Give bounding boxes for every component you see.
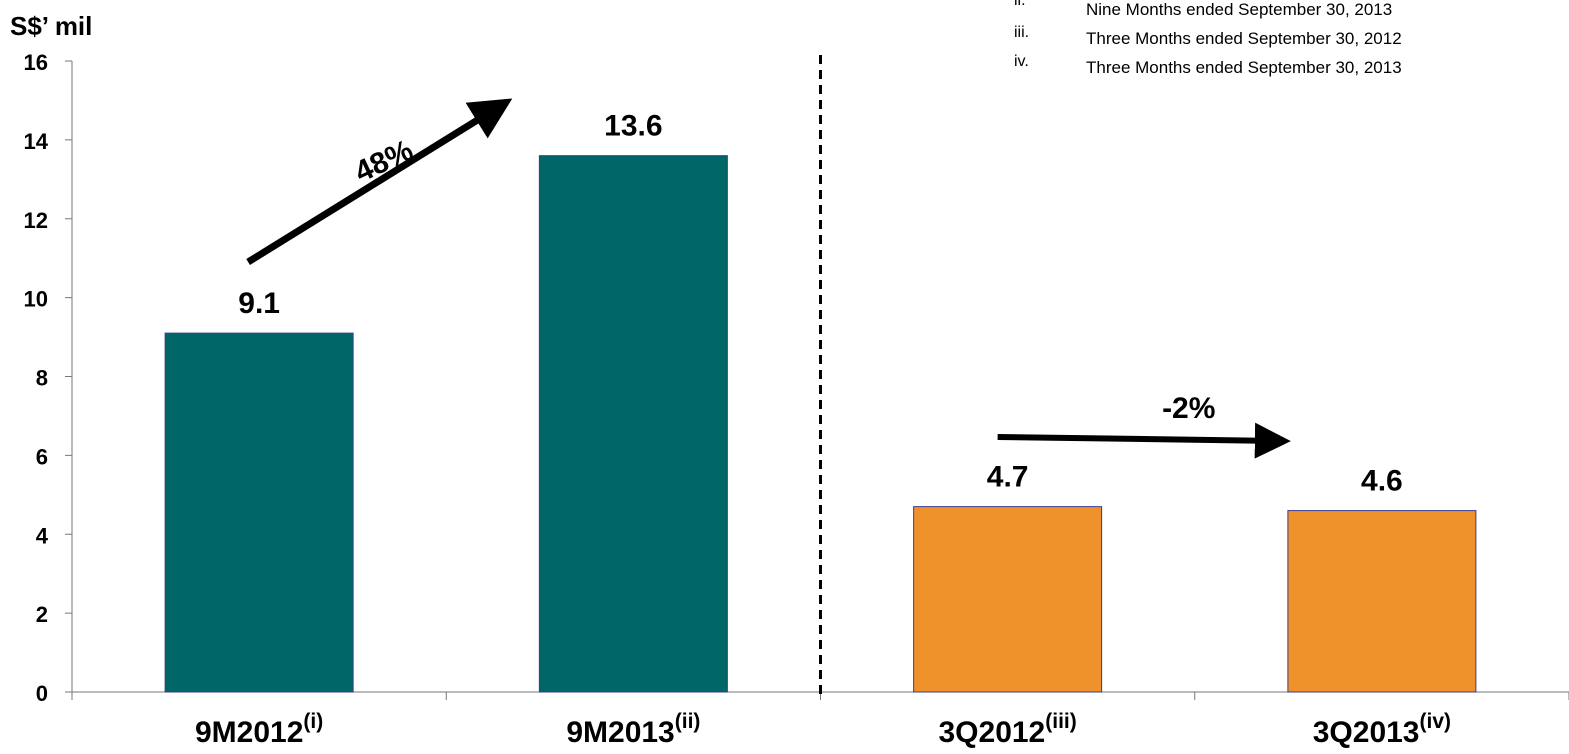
y-tick-label: 12 xyxy=(24,208,48,233)
data-label: 4.7 xyxy=(987,461,1029,494)
change-annotation: -2% xyxy=(1162,392,1215,425)
y-tick-label: 8 xyxy=(36,366,48,391)
y-tick-label: 0 xyxy=(36,681,48,706)
bar xyxy=(1287,510,1477,693)
data-label: 9.1 xyxy=(238,287,280,320)
bar xyxy=(538,155,728,693)
x-tick-label: 3Q2012(iii) xyxy=(938,710,1076,749)
change-arrow xyxy=(997,422,1291,459)
legend-text: Three Months ended September 30, 2012 xyxy=(1086,29,1402,48)
x-tick-label: 9M2012(i) xyxy=(195,710,323,749)
y-tick-label: 14 xyxy=(24,129,49,154)
bar xyxy=(164,332,354,693)
data-label: 4.6 xyxy=(1361,465,1403,498)
y-axis-label: S$’ mil xyxy=(10,11,92,41)
legend-number: iv. xyxy=(1014,53,1029,70)
y-tick-label: 2 xyxy=(36,602,48,627)
bar xyxy=(913,506,1103,693)
data-label: 13.6 xyxy=(604,110,662,143)
legend-number: ii. xyxy=(1014,0,1026,9)
y-tick-label: 6 xyxy=(36,444,48,469)
legend-text: Nine Months ended September 30, 2013 xyxy=(1086,0,1393,19)
y-tick-label: 4 xyxy=(36,523,49,548)
footnote-legend: ii. Nine Months ended September 30, 2013… xyxy=(1014,0,1569,90)
x-tick-label: 3Q2013(iv) xyxy=(1313,710,1451,749)
growth-arrow xyxy=(246,98,513,265)
x-tick-label: 9M2013(ii) xyxy=(566,710,700,749)
legend-number: iii. xyxy=(1014,24,1030,41)
legend-text: Three Months ended September 30, 2013 xyxy=(1086,58,1402,77)
y-tick-label: 16 xyxy=(24,50,48,75)
y-tick-label: 10 xyxy=(24,287,48,312)
